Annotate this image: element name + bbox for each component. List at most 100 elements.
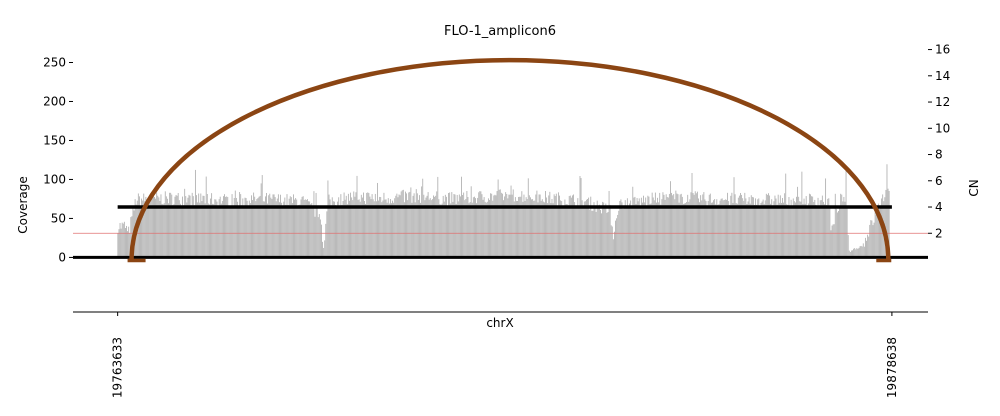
- coverage-bar: [824, 204, 825, 258]
- coverage-bar: [617, 214, 619, 258]
- coverage-bar: [146, 198, 148, 258]
- coverage-bar: [267, 203, 269, 258]
- coverage-bar: [231, 194, 233, 258]
- coverage-bar: [179, 203, 181, 258]
- coverage-bar: [495, 195, 497, 258]
- coverage-bar: [293, 194, 294, 258]
- coverage-bar: [377, 182, 378, 258]
- coverage-bar: [799, 201, 801, 258]
- coverage-bar: [689, 199, 691, 258]
- coverage-bar: [600, 209, 601, 258]
- coverage-bar: [283, 201, 285, 258]
- coverage-bar: [885, 189, 887, 258]
- coverage-bar: [382, 200, 384, 258]
- coverage-bar: [751, 196, 753, 258]
- coverage-bar: [198, 193, 200, 258]
- coverage-bar: [681, 196, 683, 258]
- coverage-bar: [343, 192, 345, 258]
- coverage-bar: [246, 200, 248, 258]
- coverage-bar: [407, 200, 409, 258]
- coverage-bar: [712, 202, 713, 258]
- coverage-bar: [212, 203, 214, 258]
- coverage-bar: [741, 194, 743, 258]
- coverage-bar: [676, 193, 678, 258]
- coverage-bar: [424, 200, 426, 258]
- coverage-bar: [152, 193, 154, 258]
- coverage-bar: [510, 185, 512, 258]
- coverage-bar: [148, 200, 150, 258]
- coverage-bar: [852, 250, 853, 258]
- coverage-bar: [602, 201, 604, 258]
- coverage-bar: [805, 196, 807, 258]
- coverage-bar: [266, 192, 267, 258]
- coverage-bar: [859, 246, 861, 258]
- coverage-bar: [713, 200, 715, 258]
- coverage-bar: [237, 201, 238, 258]
- coverage-bar: [462, 194, 464, 258]
- coverage-bar: [373, 201, 375, 258]
- coverage-bar: [443, 201, 445, 258]
- coverage-bar: [769, 195, 771, 258]
- coverage-bar: [165, 196, 167, 258]
- coverage-bar: [565, 204, 567, 258]
- coverage-bar: [524, 200, 526, 258]
- coverage-bar: [217, 206, 219, 258]
- coverage-bar: [379, 196, 381, 258]
- coverage-bar: [363, 192, 364, 258]
- y-tick-label-right: 2: [935, 226, 943, 240]
- coverage-bar: [680, 193, 682, 258]
- coverage-bar: [275, 201, 277, 258]
- coverage-bar: [752, 197, 754, 258]
- coverage-bar: [156, 192, 158, 258]
- coverage-bar: [586, 199, 587, 258]
- coverage-bar: [459, 196, 461, 258]
- coverage-bar: [260, 183, 262, 258]
- coverage-bar: [744, 192, 746, 258]
- coverage-bar: [758, 198, 760, 258]
- coverage-bar: [651, 192, 653, 258]
- coverage-bar: [310, 204, 312, 258]
- coverage-bar: [448, 193, 450, 258]
- coverage-bar: [378, 200, 380, 258]
- coverage-bar: [841, 194, 843, 258]
- coverage-bar: [825, 178, 827, 258]
- coverage-bar: [660, 204, 662, 258]
- coverage-bar: [624, 200, 626, 258]
- coverage-bar: [621, 202, 623, 258]
- coverage-bar: [386, 202, 388, 258]
- coverage-bar: [340, 194, 342, 258]
- coverage-bar: [447, 205, 448, 258]
- coverage-bar: [436, 191, 438, 258]
- coverage-bar: [792, 198, 794, 258]
- coverage-bar: [208, 204, 210, 258]
- coverage-bar: [727, 192, 729, 258]
- coverage-bar: [440, 204, 442, 258]
- coverage-bar: [664, 199, 666, 258]
- coverage-bar: [527, 178, 529, 258]
- coverage-bar: [538, 194, 540, 258]
- coverage-bar: [145, 196, 147, 258]
- coverage-bar: [654, 192, 656, 258]
- coverage-bar: [223, 196, 224, 258]
- coverage-bar: [183, 205, 185, 258]
- coverage-bar: [880, 207, 881, 258]
- coverage-bar: [777, 194, 779, 258]
- coverage-bar: [870, 220, 872, 258]
- coverage-bar: [287, 205, 289, 258]
- coverage-bar: [471, 202, 473, 258]
- coverage-bar: [874, 211, 876, 258]
- coverage-bar: [642, 202, 643, 258]
- coverage-bar: [688, 201, 690, 258]
- coverage-bar: [567, 205, 569, 258]
- coverage-bar: [385, 199, 387, 258]
- coverage-bar: [750, 195, 752, 258]
- coverage-bar: [820, 200, 822, 258]
- coverage-bar: [368, 193, 370, 258]
- coverage-bar: [840, 193, 842, 258]
- coverage-bar: [339, 205, 341, 258]
- coverage-bar: [456, 194, 458, 258]
- coverage-bar: [797, 186, 799, 258]
- coverage-bar: [833, 224, 835, 258]
- coverage-bar: [543, 202, 545, 258]
- coverage-bar: [875, 214, 877, 258]
